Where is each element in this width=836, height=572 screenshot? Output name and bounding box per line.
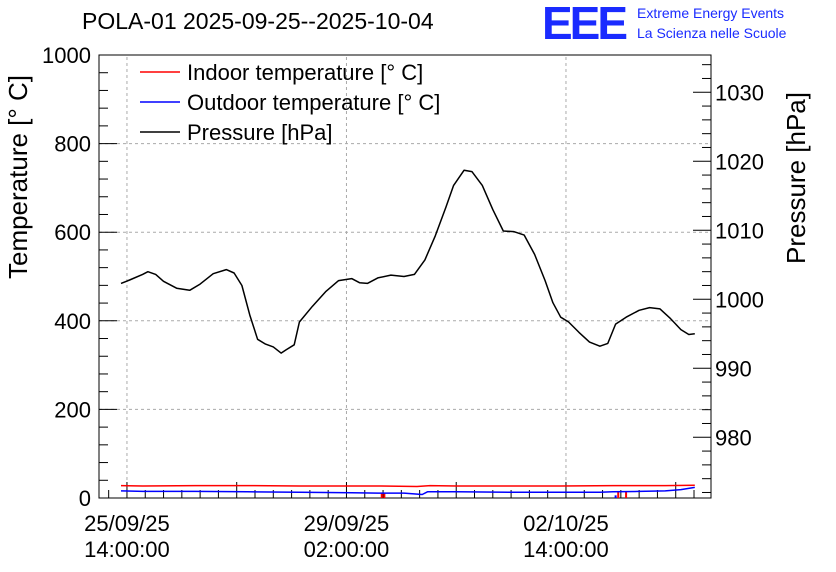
series-layer [120,169,695,498]
y-axis-left-label: Temperature [° C] [3,75,33,279]
plot-frame [98,54,712,499]
eee-logo: EEE [542,0,628,49]
x-axis: 25/09/2514:00:0029/09/2502:00:0002/10/25… [84,482,695,562]
y-right-tick-label: 1000 [715,287,764,312]
legend-entry-outdoor: Outdoor temperature [° C] [187,90,440,115]
y-right-tick-label: 990 [715,356,752,381]
chart-title: POLA-01 2025-09-25--2025-10-04 [82,8,434,34]
y-right-tick-label: 1020 [715,149,764,174]
logo-caption-line-2: La Scienza nelle Scuole [637,25,787,41]
legend-entry-pressure: Pressure [hPa] [187,120,333,145]
y-right-tick-label: 1010 [715,218,764,243]
y-left-tick-label: 600 [54,220,91,245]
x-tick-label-date: 25/09/25 [84,511,170,536]
x-tick-label-date: 02/10/25 [523,511,609,536]
y-left-tick-label: 0 [79,486,91,511]
left-y-axis: 0 200 400 600 800 1000 [42,43,117,511]
x-tick-label-date: 29/09/25 [304,511,390,536]
y-right-tick-label: 980 [715,425,752,450]
pressure-line [120,169,695,354]
legend-entry-indoor: Indoor temperature [° C] [187,60,423,85]
y-left-tick-label: 400 [54,309,91,334]
y-left-tick-label: 1000 [42,43,91,68]
y-right-tick-label: 1030 [715,80,764,105]
x-tick-label-time: 14:00:00 [84,537,170,562]
y-axis-right-label: Pressure [hPa] [781,92,811,264]
logo-caption-line-1: Extreme Energy Events [637,5,785,21]
legend: Indoor temperature [° C] Outdoor temperat… [140,60,440,145]
y-left-tick-label: 800 [54,132,91,157]
indoor-temperature-line [120,484,695,488]
logo-caption: Extreme Energy Events La Scienza nelle S… [637,3,786,43]
y-left-tick-label: 200 [54,397,91,422]
outdoor-temperature-line [120,486,695,496]
right-y-axis: 980 990 1000 1010 1020 1030 [693,64,764,493]
x-tick-label-time: 02:00:00 [304,537,390,562]
x-tick-label-time: 14:00:00 [523,537,609,562]
